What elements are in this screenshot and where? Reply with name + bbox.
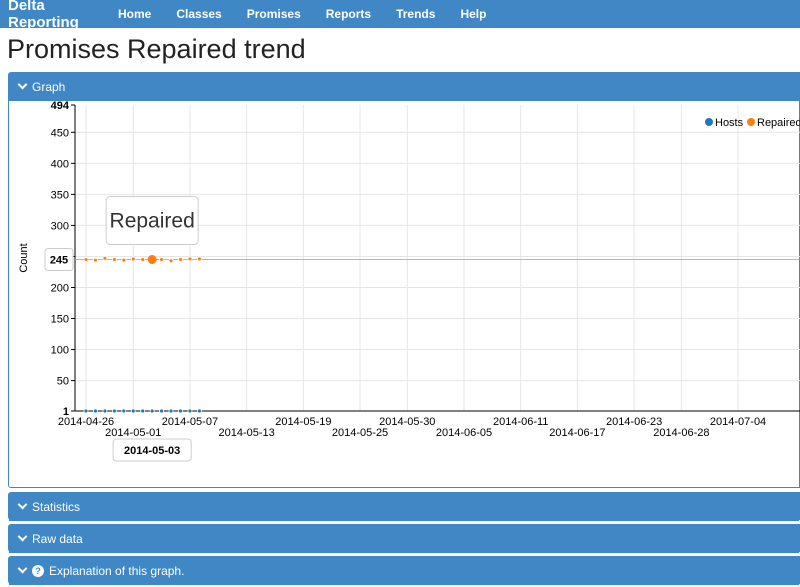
legend-label: Hosts <box>715 117 744 129</box>
brand-link[interactable]: Delta Reporting <box>8 0 79 31</box>
legend-swatch <box>747 118 755 126</box>
x-tick-label: 2014-05-13 <box>219 427 275 439</box>
x-tick-label: 2014-06-28 <box>653 427 709 439</box>
repaired-point <box>130 256 136 262</box>
nav-promises[interactable]: Promises <box>246 7 301 21</box>
x-tick-label: 2014-06-23 <box>606 416 662 428</box>
y-tick-label: 450 <box>51 127 69 139</box>
tooltip-series-name: Repaired <box>110 210 195 233</box>
hosts-point <box>187 408 193 414</box>
repaired-point <box>196 256 202 262</box>
y-tick-label: 300 <box>51 220 69 232</box>
repaired-point <box>93 257 98 263</box>
page-title: Promises Repaired trend <box>7 34 306 64</box>
y-tick-label: 1 <box>63 406 69 418</box>
nav-home[interactable]: Home <box>118 7 152 21</box>
x-tick-label: 2014-05-19 <box>275 416 331 428</box>
x-tick-label: 2014-07-04 <box>710 416 766 428</box>
repaired-point <box>111 257 117 262</box>
x-tick-label: 2014-05-30 <box>379 416 435 428</box>
hosts-point <box>168 408 174 414</box>
graph-panel: Graph 1501001502002503003504004504942014… <box>8 72 800 488</box>
nav-help[interactable]: Help <box>460 7 487 21</box>
y-value-badge-label: 245 <box>50 255 68 267</box>
repaired-point <box>147 255 157 265</box>
chevron-down-icon <box>17 79 28 90</box>
nav-classes[interactable]: Classes <box>176 7 222 21</box>
repaired-point <box>121 257 127 263</box>
y-tick-label: 150 <box>51 314 69 326</box>
repaired-point <box>178 257 183 262</box>
hosts-point <box>93 408 98 414</box>
y-tick-label: 200 <box>51 282 69 294</box>
explanation-panel-title: Explanation of this graph. <box>49 564 185 578</box>
repaired-point <box>102 255 108 261</box>
nav-trends[interactable]: Trends <box>396 7 436 21</box>
repaired-point <box>187 256 193 262</box>
tooltip-box <box>105 196 199 246</box>
x-tick-label: 2014-06-05 <box>436 427 492 439</box>
y-axis-title: Count <box>18 243 30 272</box>
y-tick-label: 350 <box>51 189 69 201</box>
hosts-point <box>159 408 165 414</box>
repaired-point <box>140 257 146 262</box>
hosts-point <box>102 408 108 414</box>
hosts-point <box>130 408 136 414</box>
chevron-down-icon <box>17 499 28 510</box>
x-value-badge-label: 2014-05-03 <box>124 445 180 457</box>
repaired-point <box>168 258 174 264</box>
x-tick-label: 2014-06-11 <box>493 416 548 428</box>
legend-label: Repaired <box>757 117 800 129</box>
legend-swatch <box>705 118 713 126</box>
raw-data-panel: Raw data <box>8 524 800 553</box>
x-tick-label: 2014-04-26 <box>58 416 114 428</box>
explanation-panel-header[interactable]: ? Explanation of this graph. <box>9 557 799 585</box>
repaired-point <box>159 257 165 262</box>
statistics-panel-title: Statistics <box>32 500 81 514</box>
hosts-point <box>149 408 155 414</box>
hosts-point <box>178 408 183 414</box>
x-tick-label: 2014-05-07 <box>162 416 218 428</box>
graph-panel-title: Graph <box>32 80 66 94</box>
graph-panel-header[interactable]: Graph <box>9 73 799 101</box>
x-value-badge <box>112 438 192 462</box>
y-value-badge <box>44 248 74 272</box>
chevron-down-icon <box>17 563 28 574</box>
question-circle-icon: ? <box>32 565 44 577</box>
explanation-panel: ? Explanation of this graph. <box>8 556 800 585</box>
y-tick-label: 494 <box>51 101 70 112</box>
x-tick-label: 2014-05-25 <box>332 427 388 439</box>
statistics-panel: Statistics <box>8 492 800 521</box>
chevron-down-icon <box>17 531 28 542</box>
trend-chart: 1501001502002503003504004504942014-04-26… <box>18 101 800 462</box>
navbar: Delta Reporting Home Classes Promises Re… <box>0 0 800 31</box>
nav-reports[interactable]: Reports <box>325 7 372 21</box>
repaired-point <box>83 257 89 262</box>
statistics-panel-header[interactable]: Statistics <box>9 493 799 521</box>
x-tick-label: 2014-06-17 <box>549 427 605 439</box>
raw-data-panel-header[interactable]: Raw data <box>9 525 799 553</box>
x-tick-label: 2014-05-01 <box>105 427 161 439</box>
y-tick-label: 100 <box>51 345 69 357</box>
hosts-point <box>83 408 89 414</box>
hosts-point <box>196 408 202 414</box>
raw-data-panel-title: Raw data <box>32 532 83 546</box>
y-tick-label: 50 <box>57 376 69 388</box>
hosts-point <box>121 408 127 414</box>
hosts-point <box>111 408 117 414</box>
y-tick-label: 400 <box>51 158 69 170</box>
hosts-point <box>140 408 146 414</box>
